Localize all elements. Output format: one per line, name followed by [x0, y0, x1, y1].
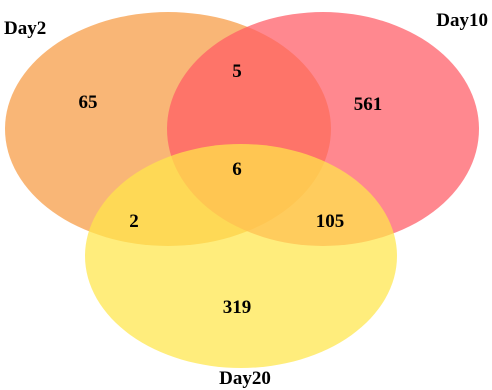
set-ellipse-day20: [85, 144, 397, 368]
region-count-day2-only: 65: [79, 92, 98, 113]
region-count-all-three: 6: [232, 159, 242, 180]
set-label-day20: Day20: [219, 368, 271, 389]
set-label-day2: Day2: [4, 18, 46, 39]
region-count-day2-day10: 5: [232, 61, 242, 82]
region-count-day2-day20: 2: [129, 211, 139, 232]
set-label-day10: Day10: [436, 10, 488, 31]
region-count-day20-only: 319: [223, 297, 252, 318]
region-count-day10-only: 561: [354, 94, 383, 115]
region-count-day10-day20: 105: [316, 211, 345, 232]
